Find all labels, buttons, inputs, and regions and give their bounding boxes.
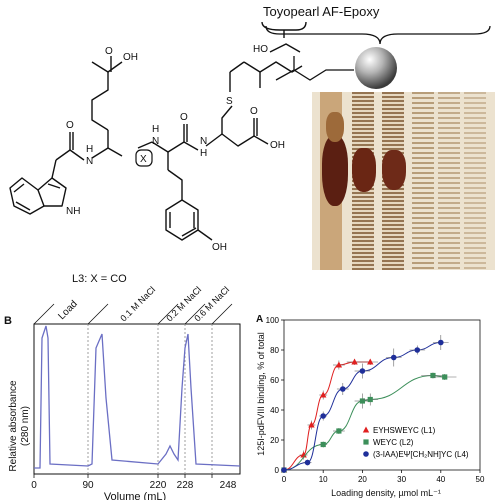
tick-228: 228 xyxy=(177,480,194,491)
atom-nh: NH xyxy=(66,206,80,217)
data-point xyxy=(320,413,326,419)
x-box xyxy=(135,149,153,167)
data-point xyxy=(430,372,436,379)
atom-o2: O xyxy=(66,120,74,131)
data-point xyxy=(438,339,444,346)
panel-label-a: A xyxy=(256,314,263,325)
x-tick-label: 20 xyxy=(358,475,367,484)
atom-oh-acid: OH xyxy=(270,140,285,151)
tick-90: 90 xyxy=(82,480,94,491)
data-point xyxy=(359,368,366,374)
atom-o4: O xyxy=(250,106,258,117)
data-point xyxy=(336,428,342,434)
binding-xlabel: Loading density, µmol mL⁻¹ xyxy=(331,488,441,498)
data-point xyxy=(340,386,346,392)
segment-load: Load xyxy=(56,299,80,323)
atom-s: S xyxy=(226,96,233,107)
atom-n2: N xyxy=(152,136,159,147)
atom-h3: H xyxy=(200,148,207,159)
x-tick-label: 50 xyxy=(476,475,485,484)
data-point xyxy=(367,396,373,403)
data-point xyxy=(308,421,315,428)
data-point xyxy=(304,459,311,466)
data-point xyxy=(320,441,326,448)
y-tick-label: 40 xyxy=(270,406,279,415)
x-tick-label: 10 xyxy=(319,475,328,484)
atom-ho: HO xyxy=(253,44,268,55)
x-tick-label: 30 xyxy=(397,475,406,484)
atom-n3: N xyxy=(200,136,207,147)
atom-o1: O xyxy=(105,46,113,57)
tick-0: 0 xyxy=(31,480,37,491)
compound-label: L3: X = CO xyxy=(72,273,127,285)
chromatogram-ylabel-1: Relative absorbance xyxy=(8,380,19,472)
legend-marker xyxy=(363,451,369,457)
resin-bead-sphere xyxy=(355,47,397,89)
atom-x: X xyxy=(140,154,147,165)
resin-linker xyxy=(265,25,491,89)
segment-nacl-01: 0.1 M NaCl xyxy=(118,285,157,324)
x-tick-label: 40 xyxy=(436,475,445,484)
data-point xyxy=(359,398,365,404)
x-tick-label: 0 xyxy=(282,475,287,484)
data-point xyxy=(442,374,448,380)
tick-248: 248 xyxy=(220,480,237,491)
y-tick-label: 60 xyxy=(270,376,279,385)
panel-label-b: B xyxy=(4,315,12,327)
plot-frame xyxy=(283,319,481,471)
peptide-structure: OH O HO S X H N H N H N O O O OH NH OH L… xyxy=(9,21,307,285)
legend-marker xyxy=(363,439,369,445)
y-tick-label: 100 xyxy=(266,316,280,325)
data-point xyxy=(335,361,343,368)
absorbance-trace xyxy=(34,325,241,469)
data-point xyxy=(281,467,287,473)
binding-chart: A 125I-pdFVIII binding, % of total Loadi… xyxy=(256,314,485,498)
y-tick-label: 0 xyxy=(275,466,280,475)
gel-image xyxy=(312,92,495,270)
atom-o3: O xyxy=(180,112,188,123)
chromatogram-ylabel-2: (280 nm) xyxy=(20,406,31,446)
binding-ylabel: 125I-pdFVIII binding, % of total xyxy=(256,332,266,456)
resin-label: Toyopearl AF-Epoxy xyxy=(263,4,380,19)
atom-h1: H xyxy=(86,144,93,155)
atom-h2: H xyxy=(152,124,159,135)
legend-entry: (3-IAA)EΨ[CH₂NH]YC (L4) xyxy=(373,450,469,459)
tick-220: 220 xyxy=(150,480,167,491)
y-tick-label: 20 xyxy=(270,436,279,445)
data-point xyxy=(320,391,327,398)
atom-oh-phenol: OH xyxy=(212,242,227,253)
data-point xyxy=(390,354,397,361)
legend-entry: EYHSWEYC (L1) xyxy=(373,426,436,435)
data-point xyxy=(351,358,358,365)
legend-marker xyxy=(362,426,370,433)
atom-n1: N xyxy=(86,156,93,167)
y-tick-label: 80 xyxy=(270,346,279,355)
data-point xyxy=(414,347,421,353)
atom-oh-top: OH xyxy=(123,52,138,63)
chromatogram-xlabel: Volume (mL) xyxy=(104,491,166,500)
data-point xyxy=(367,358,374,365)
chromatogram: B Relative absorbance (280 nm) Load 0.1 … xyxy=(4,285,241,500)
legend-entry: WEYC (L2) xyxy=(373,438,414,447)
